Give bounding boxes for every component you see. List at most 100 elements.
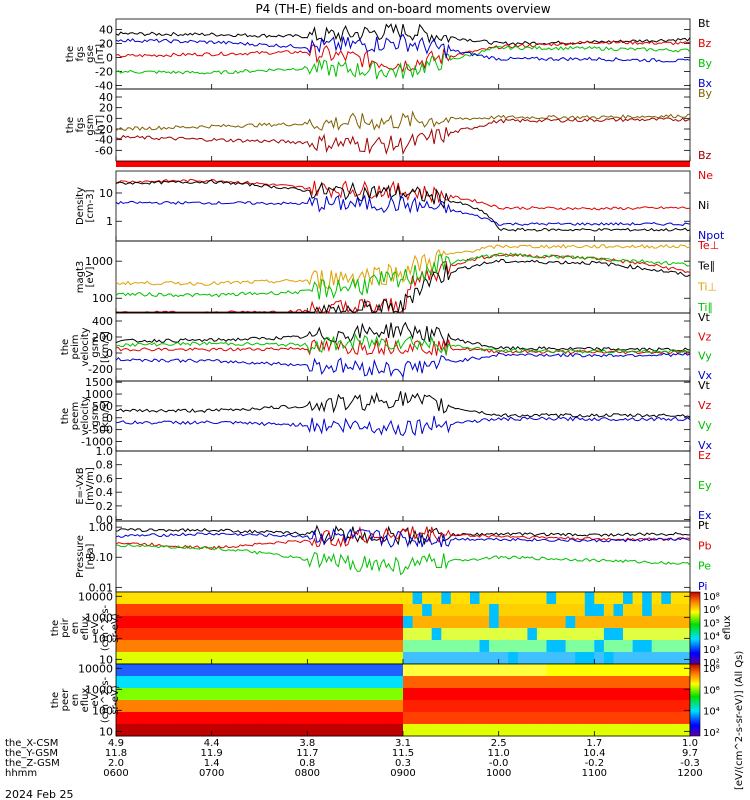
spectrogram-cell (422, 604, 433, 617)
spectrogram-cell (383, 640, 394, 653)
spectrogram-cell (670, 688, 681, 701)
spectrogram-cell (240, 652, 251, 665)
spectrogram-cell (470, 724, 481, 737)
spectrogram-cell (422, 688, 433, 701)
spectrogram-cell (546, 652, 557, 665)
spectrogram-cell (202, 640, 213, 653)
spectrogram-cell (508, 652, 519, 665)
spectrogram-cell (403, 712, 414, 725)
spectrogram-cell (670, 592, 681, 605)
spectrogram-cell (441, 652, 452, 665)
spectrogram-cell (680, 712, 691, 725)
series-line-fgs_gse-By (115, 45, 691, 80)
series-line-fgs_gse-Bx (115, 33, 691, 63)
spectrogram-cell (403, 652, 414, 665)
spectrogram-cell (374, 688, 385, 701)
spectrogram-cell (374, 652, 385, 665)
spectrogram-cell (565, 676, 576, 689)
spectrogram-cell (546, 628, 557, 641)
spectrogram-cell (594, 604, 605, 617)
spectrogram-cell (297, 676, 308, 689)
spectrogram-cell (498, 604, 509, 617)
spectrogram-cell (345, 592, 356, 605)
spectrogram-cell (536, 652, 547, 665)
spectrogram-cell (163, 616, 174, 629)
spectrogram-cell (651, 688, 662, 701)
spectrogram-cell (680, 700, 691, 713)
spectrogram-cell (450, 712, 461, 725)
spectrogram-cell (508, 664, 519, 677)
legend-entry: Ni (698, 199, 709, 212)
spectrogram-cell (135, 700, 146, 713)
spectrogram-cell (154, 700, 165, 713)
spectrogram-cell (163, 688, 174, 701)
spectrogram-cell (603, 664, 614, 677)
y-axis-label: sr-eV) (110, 613, 121, 642)
spectrogram-cell (431, 604, 442, 617)
spectrogram-cell (431, 700, 442, 713)
y-tick-label: 0.8 (96, 459, 114, 472)
spectrogram-cell (259, 652, 270, 665)
spectrogram-cell (211, 724, 222, 737)
spectrogram-cell (603, 676, 614, 689)
spectrogram-cell (536, 628, 547, 641)
y-tick-label: -40 (95, 134, 113, 147)
spectrogram-cell (249, 616, 260, 629)
spectrogram-cell (278, 700, 289, 713)
y-tick-label: 0 (106, 112, 113, 125)
spectrogram-cell (393, 712, 404, 725)
spectrogram-cell (259, 688, 270, 701)
x-axis-row-value: 11.9 (201, 748, 223, 759)
series-line-peim_vel-Vt (115, 321, 691, 352)
spectrogram-cell (422, 724, 433, 737)
spectrogram-cell (154, 616, 165, 629)
spectrogram-cell (393, 724, 404, 737)
spectrogram-cell (355, 616, 366, 629)
colorbar-tick-label: 10⁴ (703, 707, 720, 718)
legend-entry: Bx (698, 77, 713, 90)
spectrogram-cell (183, 616, 194, 629)
spectrogram-cell (575, 604, 586, 617)
spectrogram-cell (556, 640, 567, 653)
spectrogram-cell (565, 724, 576, 737)
spectrogram-cell (584, 616, 595, 629)
x-axis-row-value: -0.0 (489, 758, 509, 769)
spectrogram-cell (116, 676, 127, 689)
spectrogram-cell (642, 688, 653, 701)
spectrogram-cell (594, 712, 605, 725)
spectrogram-cell (163, 652, 174, 665)
spectrogram-cell (575, 724, 586, 737)
panel-temperature: 1000 100 magt3 [eV] Te⊥ Te∥ Ti⊥ Ti∥ (75, 239, 719, 314)
spectrogram-cell (603, 616, 614, 629)
spectrogram-cell (221, 712, 232, 725)
spectrogram-cell (135, 712, 146, 725)
y-tick-label: -20 (95, 123, 113, 136)
spectrogram-cell (489, 724, 500, 737)
x-axis-row-label: hhmm (5, 768, 37, 779)
spectrogram-cell (680, 640, 691, 653)
spectrogram-cell (374, 700, 385, 713)
spectrogram-cell (364, 616, 375, 629)
spectrogram-cell (183, 640, 194, 653)
legend-entry: Te∥ (697, 260, 715, 273)
spectrogram-cell (594, 688, 605, 701)
spectrogram-cell (575, 712, 586, 725)
spectrogram-cell (603, 628, 614, 641)
spectrogram-cell (326, 628, 337, 641)
spectrogram-cell (450, 724, 461, 737)
spectrogram-cell (661, 628, 672, 641)
spectrogram-cell (489, 664, 500, 677)
spectrogram-cell (680, 616, 691, 629)
spectrogram-cell (651, 712, 662, 725)
spectrogram-cell (192, 604, 203, 617)
y-axis-label: peem (70, 402, 81, 430)
spectrogram-cell (393, 604, 404, 617)
spectrogram-cell (240, 676, 251, 689)
x-axis-row-value: -0.2 (585, 758, 605, 769)
spectrogram-cell (183, 664, 194, 677)
spectrogram-cell (536, 676, 547, 689)
x-axis-row-value: 11.8 (105, 748, 127, 759)
spectrogram-cell (412, 700, 423, 713)
spectrogram-cell (613, 616, 624, 629)
spectrogram-cell (565, 700, 576, 713)
